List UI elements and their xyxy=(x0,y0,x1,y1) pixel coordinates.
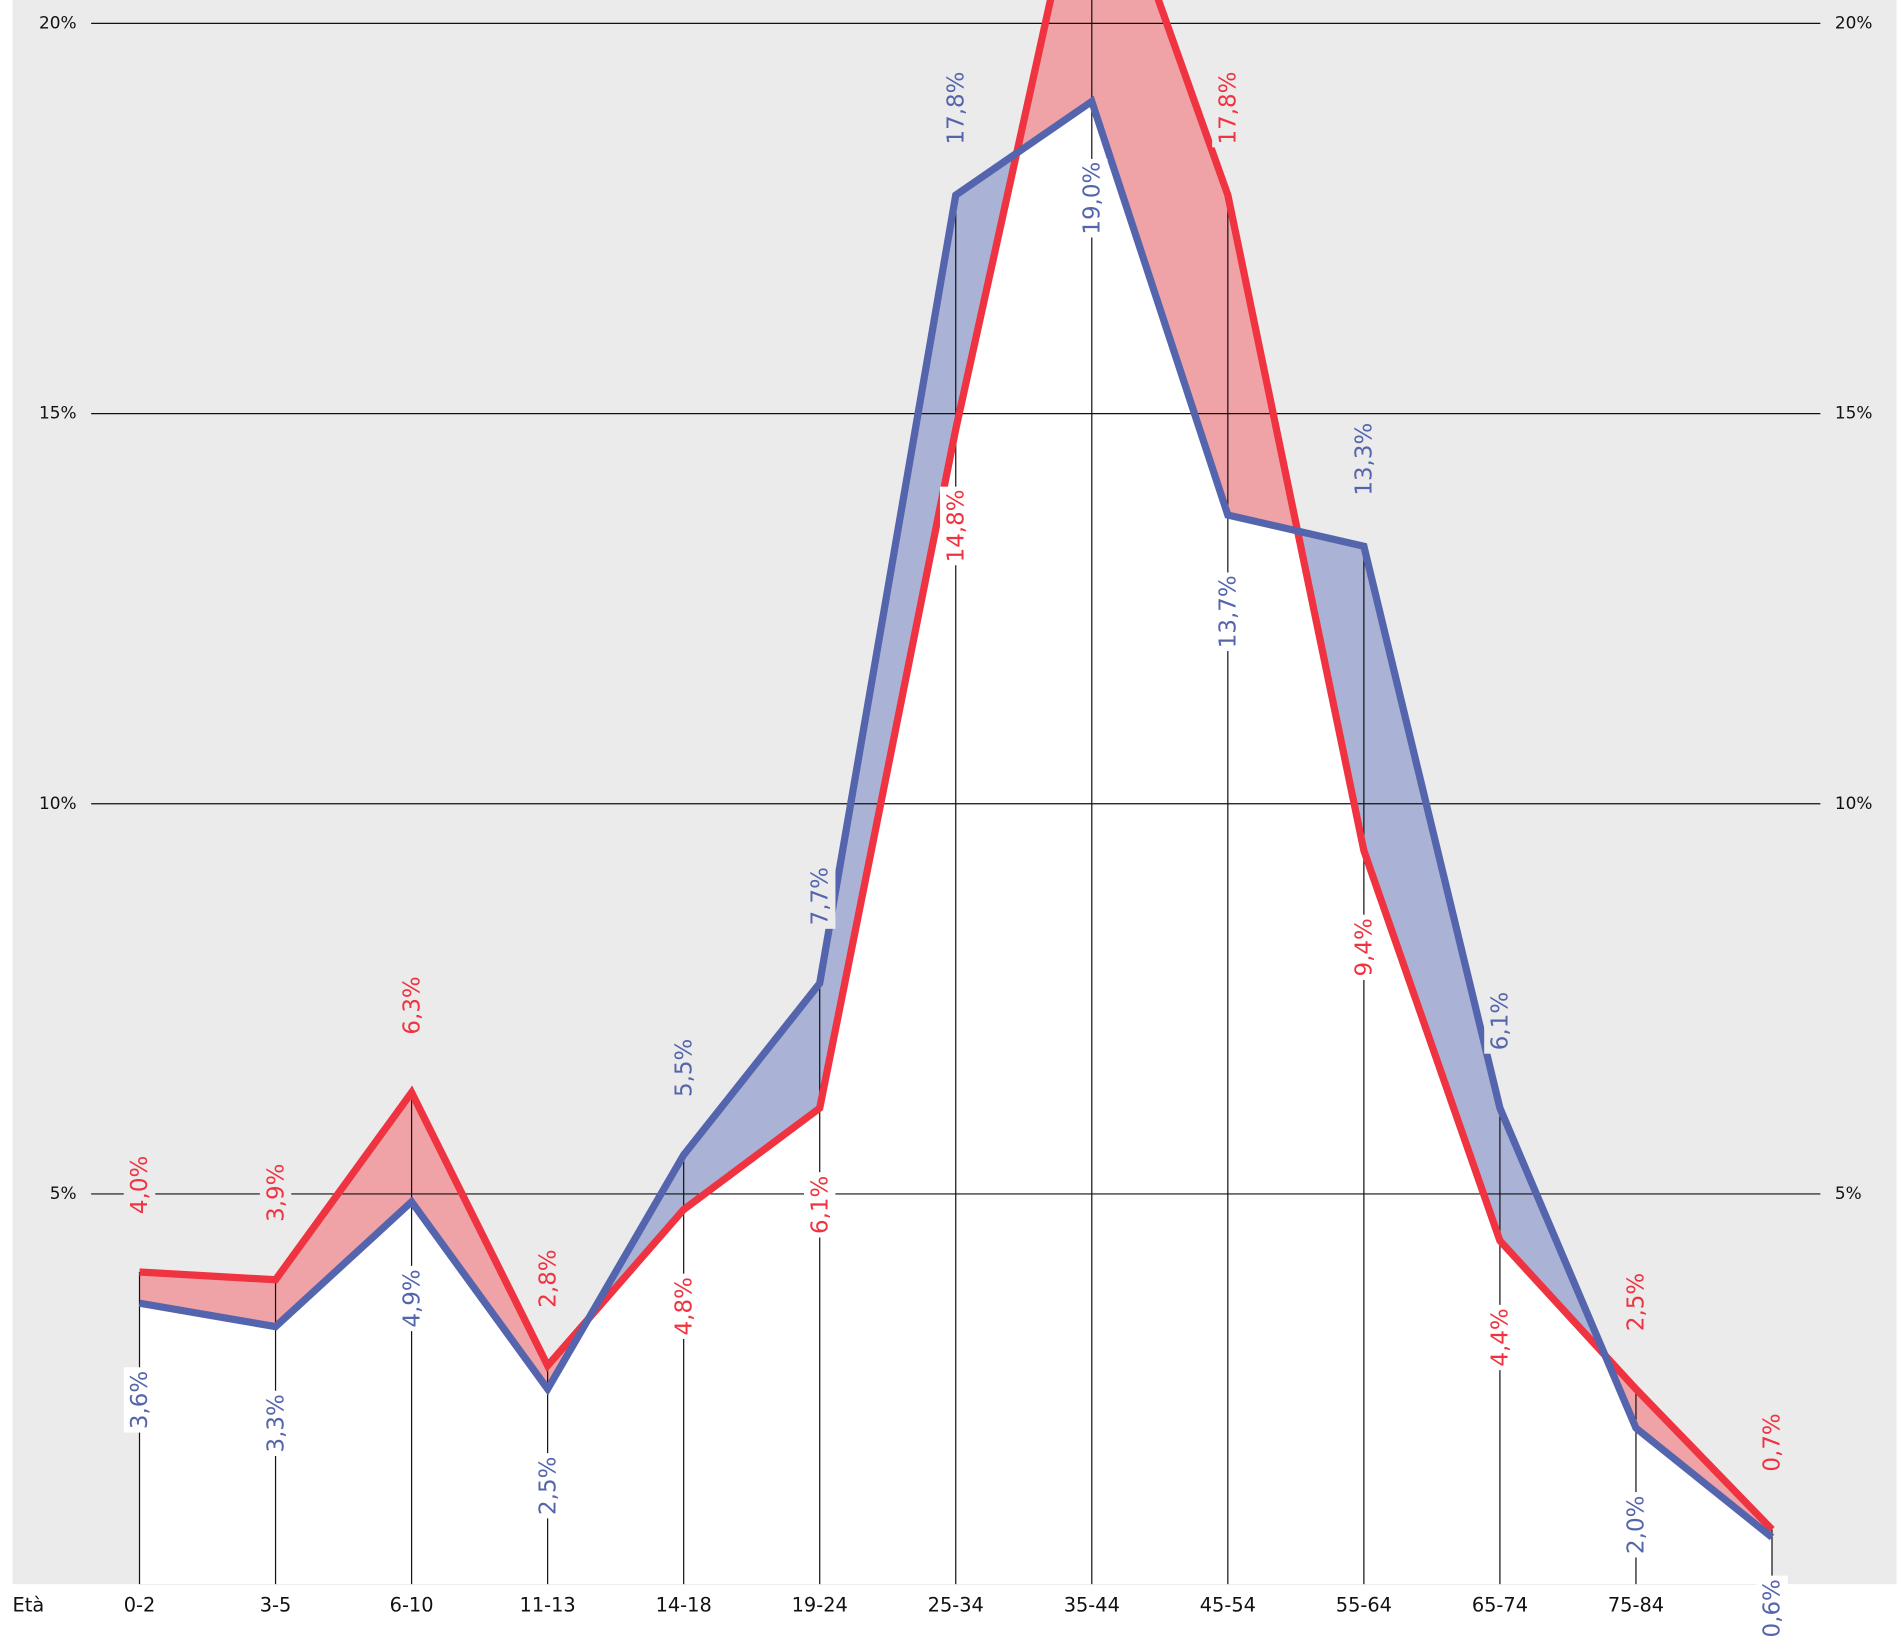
value-label-bg xyxy=(1756,1409,1788,1476)
value-label-bg xyxy=(395,972,428,1039)
value-label-group: 2,5% xyxy=(1620,1269,1652,1335)
y-tick-label: 15% xyxy=(39,403,77,423)
value-label: 6,3% xyxy=(399,976,425,1034)
value-label-group: 3,9% xyxy=(259,1160,292,1226)
x-tick-label: 14-18 xyxy=(656,1593,712,1616)
value-label-bg xyxy=(259,1390,292,1456)
value-label-bg xyxy=(1348,914,1380,980)
x-tick-label: 11-13 xyxy=(520,1593,576,1616)
value-label-group: 6,1% xyxy=(1484,988,1516,1054)
y-tick-label-right: 10% xyxy=(1835,793,1873,813)
value-label-group: 0,6% xyxy=(1756,1575,1788,1641)
value-label: 3,6% xyxy=(127,1371,153,1429)
value-label-group: 6,3% xyxy=(395,972,428,1039)
value-label: 6,1% xyxy=(807,1176,833,1234)
x-tick-label: 65-74 xyxy=(1472,1593,1528,1616)
value-label-group: 4,4% xyxy=(1484,1304,1516,1371)
value-label-bg xyxy=(940,68,972,148)
value-label: 4,0% xyxy=(127,1156,153,1214)
value-label: 0,6% xyxy=(1760,1579,1786,1637)
value-label-bg xyxy=(803,1172,836,1238)
value-label: 3,9% xyxy=(263,1164,289,1222)
value-label-group: 17,8% xyxy=(940,68,972,148)
y-tick-label: 20% xyxy=(39,12,77,32)
value-label: 13,3% xyxy=(1352,423,1378,496)
value-label-group: 4,9% xyxy=(395,1265,428,1332)
value-label-group: 2,8% xyxy=(531,1245,564,1312)
value-label: 17,8% xyxy=(1216,72,1242,145)
value-label-bg xyxy=(531,1245,564,1312)
value-label-group: 0,7% xyxy=(1756,1409,1788,1476)
y-tick-label-right: 20% xyxy=(1835,12,1873,32)
value-label: 2,8% xyxy=(535,1249,561,1307)
y-tick-label-right: 15% xyxy=(1835,403,1873,423)
value-label-bg xyxy=(940,486,972,566)
value-label-bg xyxy=(1484,988,1516,1054)
value-label-group: 6,1% xyxy=(803,1172,836,1238)
y-tick-label: 5% xyxy=(50,1183,77,1203)
value-label: 19,0% xyxy=(1080,162,1106,235)
value-label-group: 13,7% xyxy=(1212,572,1244,652)
value-label-group: 7,7% xyxy=(803,863,836,929)
value-label-bg xyxy=(803,863,836,929)
value-label-group: 4,8% xyxy=(667,1273,700,1339)
value-label-group: 17,8% xyxy=(1212,68,1244,148)
value-label-group: 9,4% xyxy=(1348,914,1380,980)
value-label-bg xyxy=(1348,419,1380,499)
value-label-bg xyxy=(123,1367,156,1433)
value-label-group: 2,5% xyxy=(531,1453,564,1519)
value-label-group: 19,0% xyxy=(1076,158,1108,238)
value-label-bg xyxy=(1620,1269,1652,1335)
value-label: 3,3% xyxy=(263,1394,289,1452)
x-tick-label: 6-10 xyxy=(390,1593,434,1616)
value-label-group: 5,5% xyxy=(667,1035,700,1101)
value-label-bg xyxy=(667,1273,700,1339)
value-label-bg xyxy=(123,1152,156,1218)
value-label-bg xyxy=(259,1160,292,1226)
series-line xyxy=(139,0,1775,1533)
value-label-group: 2,0% xyxy=(1620,1492,1652,1558)
x-tick-label: 75-84 xyxy=(1608,1593,1664,1616)
value-label: 9,4% xyxy=(1352,918,1378,976)
value-label: 4,9% xyxy=(399,1269,425,1327)
value-label-bg xyxy=(667,1035,700,1101)
x-tick-label: 35-44 xyxy=(1064,1593,1120,1616)
y-tick-label-right: 5% xyxy=(1835,1183,1862,1203)
x-tick-label: 0-2 xyxy=(124,1593,156,1616)
value-label-bg xyxy=(1620,1492,1652,1558)
x-tick-label: 45-54 xyxy=(1200,1593,1256,1616)
value-label: 2,5% xyxy=(535,1457,561,1515)
series-line xyxy=(138,95,1775,1541)
value-label: 17,8% xyxy=(943,72,969,145)
value-label: 5,5% xyxy=(671,1039,697,1097)
value-label-bg xyxy=(1756,1575,1788,1641)
value-label: 4,8% xyxy=(671,1277,697,1335)
value-label-bg xyxy=(395,1265,428,1332)
x-tick-label: 55-64 xyxy=(1336,1593,1392,1616)
value-label: 6,1% xyxy=(1488,992,1514,1050)
value-label-bg xyxy=(1212,572,1244,652)
value-label: 2,5% xyxy=(1624,1273,1650,1331)
value-label: 2,0% xyxy=(1624,1496,1650,1554)
x-axis-label: Età xyxy=(13,1593,45,1616)
value-label-group: 3,3% xyxy=(259,1390,292,1456)
x-tick-label: 3-5 xyxy=(260,1593,292,1616)
value-label-bg xyxy=(531,1453,564,1519)
value-label-bg xyxy=(1076,158,1108,238)
x-tick-label: 19-24 xyxy=(792,1593,848,1616)
value-label-group: 4,0% xyxy=(123,1152,156,1218)
value-label: 0,7% xyxy=(1760,1413,1786,1471)
value-label: 4,4% xyxy=(1488,1308,1514,1366)
x-tick-label: 25-34 xyxy=(928,1593,984,1616)
value-label-group: 13,3% xyxy=(1348,419,1380,499)
value-label-group: 14,8% xyxy=(940,486,972,566)
value-label: 7,7% xyxy=(807,867,833,925)
value-label-bg xyxy=(1212,68,1244,148)
value-label: 14,8% xyxy=(943,489,969,562)
y-tick-label: 10% xyxy=(39,793,77,813)
value-label: 13,7% xyxy=(1216,575,1242,648)
value-label-group: 3,6% xyxy=(123,1367,156,1433)
value-label-bg xyxy=(1484,1304,1516,1371)
